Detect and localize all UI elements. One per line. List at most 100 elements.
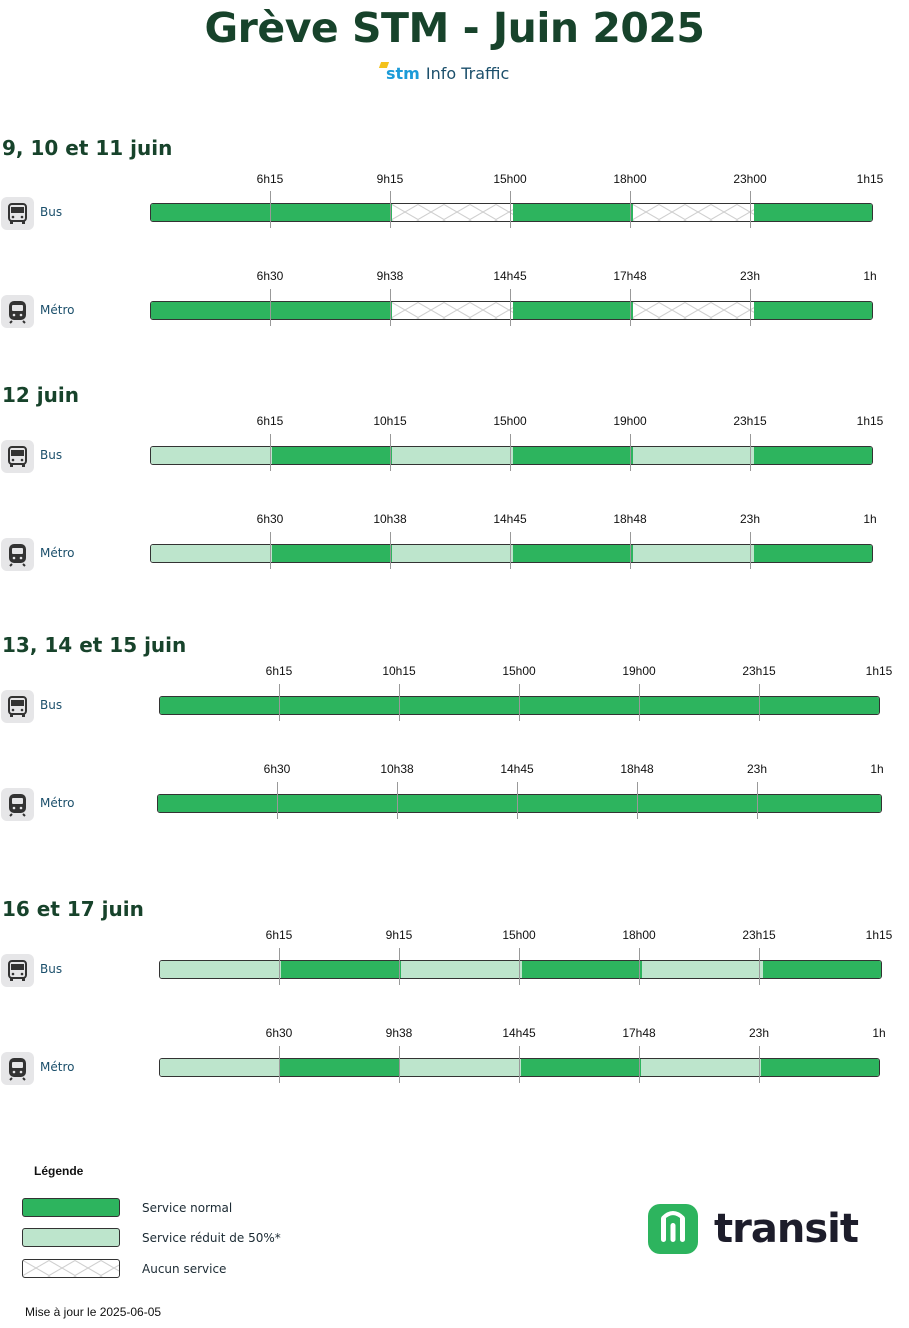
timeline-bar — [150, 544, 873, 563]
tick-label: 15h00 — [493, 172, 527, 186]
tick-line — [750, 532, 751, 569]
segment-normal — [640, 697, 762, 714]
tick-line — [279, 1046, 280, 1083]
timeline-bar — [157, 794, 882, 813]
tick-label: 23h — [739, 269, 761, 283]
tick-line — [270, 289, 271, 326]
segment-reduced — [633, 447, 755, 464]
segment-reduced — [400, 1059, 522, 1076]
segment-normal — [278, 795, 401, 812]
tick-label: 15h00 — [502, 928, 536, 942]
tick-label: 1h — [863, 269, 877, 283]
segment-normal — [160, 697, 282, 714]
tick-line — [750, 289, 751, 326]
segment-normal — [271, 545, 393, 562]
segment-reduced — [392, 447, 514, 464]
tick-line — [630, 289, 631, 326]
tick-line — [510, 191, 511, 228]
section-title: 9, 10 et 11 juin — [2, 136, 173, 160]
mode-label: Métro — [40, 303, 75, 317]
bus-icon — [1, 197, 34, 230]
legend-label-normal: Service normal — [142, 1201, 233, 1215]
tick-line — [637, 782, 638, 819]
segment-normal — [512, 302, 634, 319]
segment-normal — [762, 795, 881, 812]
tick-label: 6h15 — [265, 928, 293, 942]
tick-line — [757, 782, 758, 819]
tick-label: 9h15 — [385, 928, 413, 942]
tick-line — [277, 782, 278, 819]
tick-line — [630, 434, 631, 471]
segment-normal — [762, 961, 881, 978]
tick-label: 6h15 — [265, 664, 293, 678]
tick-label: 6h15 — [256, 414, 284, 428]
tick-label: 23h — [739, 512, 761, 526]
tick-line — [759, 684, 760, 721]
segment-reduced — [160, 961, 282, 978]
mode-label: Bus — [40, 698, 63, 712]
tick-label: 10h15 — [373, 414, 407, 428]
metro-icon — [1, 295, 34, 328]
legend-swatch-normal — [22, 1198, 120, 1217]
tick-label: 23h00 — [733, 172, 767, 186]
segment-normal — [520, 697, 642, 714]
tick-label: 14h45 — [500, 762, 534, 776]
bus-icon — [1, 954, 34, 987]
segment-reduced — [642, 961, 764, 978]
tick-label: 6h15 — [256, 172, 284, 186]
tick-label: 6h30 — [256, 512, 284, 526]
subtitle: stm Info Traffic — [380, 60, 509, 86]
tick-label: 9h38 — [385, 1026, 413, 1040]
timeline-bar — [150, 301, 873, 320]
subtitle-text: Info Traffic — [425, 63, 510, 83]
tick-line — [519, 1046, 520, 1083]
tick-label: 17h48 — [622, 1026, 656, 1040]
segment-normal — [400, 697, 522, 714]
metro-icon — [1, 1052, 34, 1085]
segment-normal — [271, 447, 393, 464]
segment-normal — [760, 697, 879, 714]
tick-line — [270, 532, 271, 569]
tick-line — [519, 684, 520, 721]
segment-normal — [280, 1059, 402, 1076]
tick-label: 14h45 — [493, 512, 527, 526]
tick-line — [750, 434, 751, 471]
segment-normal — [520, 795, 643, 812]
tick-line — [270, 434, 271, 471]
tick-label: 23h — [746, 762, 768, 776]
tick-label: 6h30 — [265, 1026, 293, 1040]
legend-swatch-reduced — [22, 1228, 120, 1247]
segment-none — [392, 204, 514, 221]
timeline-bar — [150, 203, 873, 222]
update-date: Mise à jour le 2025-06-05 — [25, 1305, 162, 1319]
segment-reduced — [640, 1059, 762, 1076]
tick-line — [279, 948, 280, 985]
mode-label: Métro — [40, 1060, 75, 1074]
segment-normal — [641, 795, 764, 812]
metro-icon — [1, 538, 34, 571]
tick-label: 10h38 — [373, 512, 407, 526]
tick-line — [759, 948, 760, 985]
bus-icon — [1, 690, 34, 723]
timeline-bar — [150, 446, 873, 465]
legend-label-reduced: Service réduit de 50%* — [142, 1231, 281, 1245]
tick-line — [390, 434, 391, 471]
transit-logo: transit — [648, 1204, 859, 1254]
tick-line — [390, 532, 391, 569]
segment-reduced — [392, 545, 514, 562]
segment-none — [633, 302, 755, 319]
tick-line — [750, 191, 751, 228]
legend-swatch-none — [22, 1259, 120, 1278]
tick-label: 14h45 — [502, 1026, 536, 1040]
segment-normal — [753, 302, 872, 319]
tick-line — [397, 782, 398, 819]
tick-line — [517, 782, 518, 819]
segment-normal — [753, 447, 872, 464]
segment-normal — [271, 204, 393, 221]
section-title: 12 juin — [2, 383, 79, 407]
tick-label: 1h — [872, 1026, 886, 1040]
segment-normal — [280, 961, 402, 978]
tick-label: 6h30 — [263, 762, 291, 776]
tick-line — [390, 191, 391, 228]
metro-icon — [1, 788, 34, 821]
